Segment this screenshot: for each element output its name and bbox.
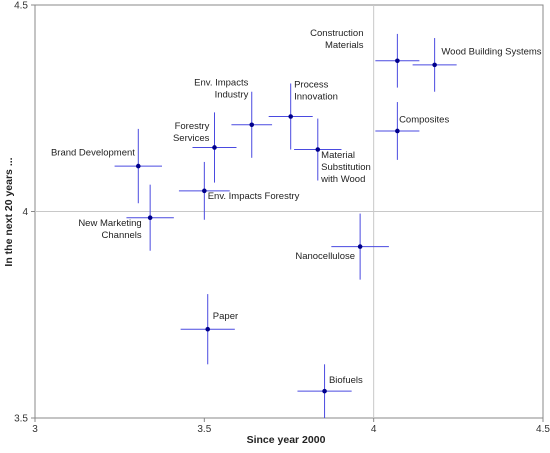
point-label-line: Innovation (294, 92, 338, 103)
point-labels: Construction Materials Wood Building Syste… (51, 28, 542, 386)
point-marker (395, 58, 400, 64)
x-axis-label: Since year 2000 (247, 434, 326, 446)
point-label-line: New Marketing (78, 218, 141, 229)
point-label-line: Services (173, 133, 210, 144)
point-label-line: Construction (310, 28, 363, 39)
point-marker (212, 145, 217, 150)
point-label-line: Env. Impacts Forestry (208, 191, 300, 202)
x-tick-label: 3 (32, 424, 38, 435)
data-point (178, 161, 230, 220)
point-label-line: Biofuels (329, 375, 363, 386)
point-marker (432, 62, 437, 68)
y-tick-label: 4 (22, 207, 28, 218)
point-label: Biofuels (329, 375, 363, 386)
point-label-line: Industry (215, 90, 249, 101)
point-label-line: Brand Development (51, 148, 135, 159)
point-label-line: Env. Impacts (194, 78, 248, 89)
data-point (375, 102, 420, 160)
x-tick-label: 4.5 (536, 424, 550, 435)
point-label-line: Wood Building Systems (441, 47, 541, 58)
data-point (294, 118, 342, 181)
point-marker (202, 188, 207, 194)
point-label: Paper (213, 311, 238, 322)
point-label: Composites (399, 115, 449, 126)
x-tick-label: 4 (371, 424, 377, 435)
data-point (192, 112, 237, 183)
point-marker (322, 388, 327, 394)
point-label: Process Innovation (294, 80, 338, 103)
data-point (331, 213, 389, 280)
point-marker (135, 163, 141, 169)
point-marker (147, 215, 153, 220)
point-label-line: Channels (102, 230, 142, 241)
point-label: New Marketing Channels (78, 218, 142, 241)
point-marker (205, 326, 211, 332)
point-label: Wood Building Systems (441, 47, 541, 58)
point-label-line: Composites (399, 115, 449, 126)
point-marker (249, 122, 255, 128)
y-tick-label: 3.5 (14, 414, 28, 425)
point-label-line: Material (321, 150, 355, 161)
point-label-line: Forestry (175, 121, 210, 132)
point-label-line: Substitution (321, 162, 371, 173)
data-point (231, 91, 273, 158)
y-tick-label: 4.5 (14, 1, 28, 12)
point-label: Construction Materials (310, 28, 364, 51)
point-label-line: with Wood (320, 174, 365, 185)
point-label-line: Process (294, 80, 329, 91)
point-marker (395, 128, 400, 134)
data-point (114, 128, 162, 204)
point-label: Env. Impacts Forestry (208, 191, 300, 202)
point-label: Brand Development (51, 148, 135, 159)
point-label-line: Nanocellulose (295, 251, 355, 262)
point-label: Nanocellulose (295, 251, 355, 262)
point-label: Material Substitution with Wood (320, 150, 371, 185)
reference-lines (35, 5, 543, 418)
point-label-line: Paper (213, 311, 238, 322)
point-marker (315, 147, 321, 152)
point-marker (288, 114, 293, 119)
data-point (126, 184, 174, 251)
data-point (268, 83, 313, 150)
data-point (375, 33, 420, 88)
x-tick-label: 3.5 (197, 424, 211, 435)
data-points (114, 33, 457, 418)
point-label-line: Materials (325, 40, 364, 51)
data-point (297, 364, 352, 418)
data-point (412, 38, 457, 92)
y-axis-label: In the next 20 years ... (3, 157, 15, 266)
point-marker (357, 244, 363, 249)
point-label: Env. Impacts Industry (194, 78, 248, 101)
point-label: Forestry Services (173, 121, 210, 144)
data-point (180, 294, 235, 365)
